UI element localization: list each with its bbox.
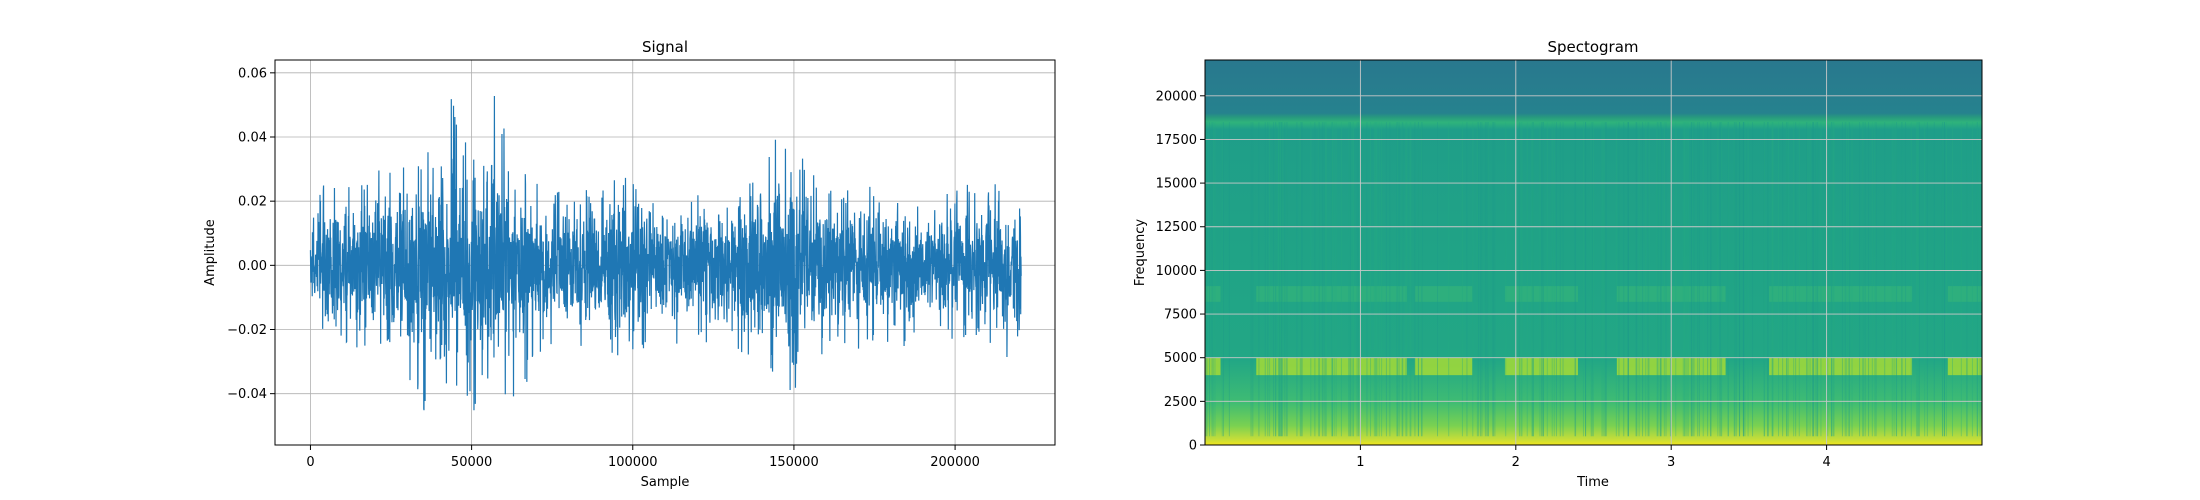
signal-x-ticks: 0 50000 100000 150000 200000 [306, 445, 980, 470]
spectrogram-x-tick-label: 1 [1356, 455, 1364, 470]
signal-plot-frame [274, 59, 1056, 446]
signal-y-tick-label: 0.00 [238, 259, 267, 274]
spectrogram-harmonic-band [1504, 286, 1578, 302]
signal-x-tick-label: 50000 [451, 455, 492, 470]
spectrogram-bright-band [1504, 357, 1578, 376]
signal-y-tick-label: 0.04 [238, 131, 267, 146]
signal-x-axis-label: Sample [641, 475, 690, 490]
spectrogram-bright-band [1414, 357, 1473, 376]
spectrogram-y-tick-label: 17500 [1156, 133, 1197, 148]
spectrogram-x-ticks: 1 2 3 4 [1356, 445, 1831, 470]
spectrogram-y-tick-label: 2500 [1164, 395, 1197, 410]
spectrogram-chart: 1 2 3 4 0 2500 5000 7500 10000 12500 15000 17500 20… [1133, 38, 1983, 490]
spectrogram-harmonic-band [1256, 286, 1408, 302]
spectrogram-bright-band [1256, 357, 1408, 376]
signal-x-tick-label: 150000 [769, 455, 819, 470]
spectrogram-harmonic-band [1947, 286, 1982, 302]
spectrogram-x-tick-label: 2 [1512, 455, 1520, 470]
spectrogram-heatmap [1205, 60, 1982, 445]
spectrogram-y-tick-label: 15000 [1156, 177, 1197, 192]
signal-title: Signal [642, 38, 688, 56]
spectrogram-y-tick-label: 12500 [1156, 220, 1197, 235]
spectrogram-harmonic-band [1205, 286, 1221, 302]
spectrogram-y-tick-label: 0 [1189, 439, 1197, 454]
spectrogram-y-ticks: 0 2500 5000 7500 10000 12500 15000 17500 20000 [1156, 89, 1205, 454]
signal-y-tick-label: −0.04 [227, 387, 267, 402]
spectrogram-x-tick-label: 4 [1822, 455, 1830, 470]
spectrogram-x-tick-label: 3 [1667, 455, 1675, 470]
spectrogram-harmonic-band [1414, 286, 1473, 302]
spectrogram-title: Spectogram [1547, 38, 1638, 56]
spectrogram-y-tick-label: 20000 [1156, 89, 1197, 104]
spectrogram-harmonic-band [1769, 286, 1913, 302]
spectrogram-grid [1205, 60, 1982, 445]
signal-x-tick-label: 0 [306, 455, 314, 470]
spectrogram-bright-band [1769, 357, 1913, 376]
signal-waveform [309, 95, 1022, 411]
signal-y-tick-label: 0.02 [238, 195, 267, 210]
signal-x-tick-label: 100000 [608, 455, 658, 470]
signal-x-tick-label: 200000 [930, 455, 980, 470]
spectrogram-y-tick-label: 5000 [1164, 351, 1197, 366]
spectrogram-y-tick-label: 7500 [1164, 308, 1197, 323]
signal-y-tick-label: 0.06 [238, 66, 267, 81]
signal-y-ticks: −0.04 −0.02 0.00 0.02 0.04 0.06 [227, 66, 275, 402]
signal-y-axis-label: Amplitude [203, 219, 218, 286]
spectrogram-plot-frame [1204, 59, 1983, 446]
spectrogram-y-tick-label: 10000 [1156, 264, 1197, 279]
spectrogram-y-axis-label: Frequency [1133, 219, 1148, 286]
signal-chart: 0 50000 100000 150000 200000 −0.04 −0.02 0.00 0… [203, 38, 1056, 490]
spectrogram-bright-band [1205, 357, 1221, 376]
spectrogram-bright-band [1947, 357, 1982, 376]
signal-y-tick-label: −0.02 [227, 323, 267, 338]
spectrogram-x-axis-label: Time [1576, 475, 1609, 490]
